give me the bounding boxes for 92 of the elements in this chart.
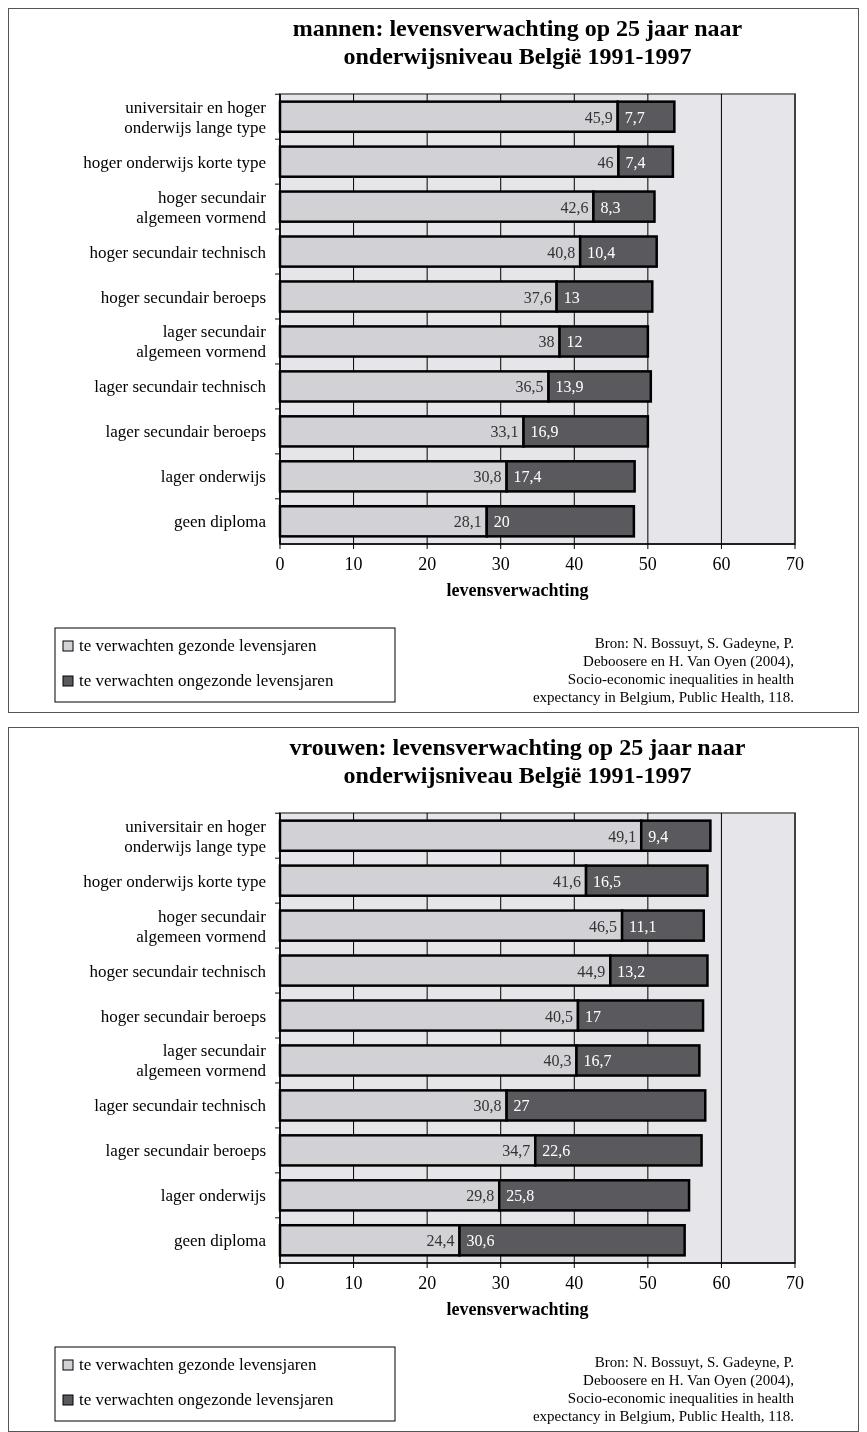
y-tick-label: geen diploma — [173, 1231, 267, 1251]
data-label: 36,5 — [515, 378, 544, 396]
data-label: 40,8 — [547, 243, 576, 261]
x-tick-label: 40 — [565, 1273, 584, 1293]
data-label: 33,1 — [490, 423, 519, 441]
text: Deboosere en H. Van Oyen (2004), — [583, 1372, 794, 1389]
data-label: 12 — [566, 333, 583, 351]
y-tick-label: lager onderwijs — [160, 467, 266, 487]
data-label: 17,4 — [513, 468, 542, 486]
legend-label: te verwachten gezonde levensjaren — [79, 1355, 317, 1374]
data-label: 10,4 — [587, 243, 616, 261]
y-tick-label: universitair en hoger onderwijs lange type — [124, 816, 267, 856]
x-tick-label: 70 — [786, 554, 804, 574]
y-tick-label: universitair en hoger onderwijs lange type — [124, 97, 267, 137]
data-label: 34,7 — [502, 1142, 531, 1160]
data-label: 16,9 — [530, 423, 559, 441]
x-tick-label: 30 — [491, 1273, 510, 1293]
data-label: 8,3 — [600, 198, 621, 216]
y-tick-label: hoger secundair technisch — [89, 961, 267, 981]
data-label: 16,7 — [583, 1052, 612, 1070]
x-tick-label: 60 — [712, 1273, 731, 1293]
x-tick-label: 10 — [344, 1273, 363, 1293]
data-label: 9,4 — [648, 827, 669, 845]
legend-label: te verwachten gezonde levensjaren — [79, 636, 317, 655]
text: Deboosere en H. Van Oyen (2004), — [583, 653, 794, 670]
text: Socio-economic inequalities in health — [567, 1390, 795, 1406]
x-tick-label: 10 — [344, 554, 363, 574]
x-tick-label: 0 — [275, 1273, 285, 1293]
y-tick-label: hoger secundair beroeps — [100, 1006, 266, 1026]
data-label: 28,1 — [453, 513, 482, 531]
data-label: 49,1 — [608, 827, 637, 845]
chart-title: mannen: levensverwachting op 25 jaar naar onderwijsniveau België 1991-1997 — [292, 15, 743, 69]
x-tick-label: 70 — [786, 1273, 804, 1293]
y-tick-label: lager secundair algemeen vormend — [136, 322, 267, 362]
data-label: 46,5 — [589, 917, 618, 935]
x-tick-label: 30 — [491, 554, 510, 574]
y-tick-label: geen diploma — [173, 512, 267, 532]
y-tick-label: lager secundair beroeps — [105, 1141, 266, 1161]
text: expectancy in Belgium, Public Health, 118. — [532, 1408, 794, 1424]
data-label: 13,2 — [617, 962, 646, 980]
data-label: 13,9 — [555, 378, 584, 396]
data-label: 16,5 — [593, 872, 622, 890]
x-tick-label: 50 — [638, 1273, 657, 1293]
data-label: 40,3 — [543, 1052, 572, 1070]
data-label: 37,6 — [523, 288, 552, 306]
y-tick-label: hoger secundair technisch — [89, 242, 267, 262]
y-tick-label: hoger secundair algemeen vormend — [136, 187, 267, 227]
data-label: 30,8 — [473, 1097, 502, 1115]
x-tick-label: 40 — [565, 554, 584, 574]
y-tick-label: lager secundair beroeps — [105, 422, 266, 442]
data-label: 17 — [584, 1007, 601, 1025]
data-label: 11,1 — [629, 917, 657, 935]
data-label: 29,8 — [466, 1187, 495, 1205]
y-tick-label: lager secundair technisch — [94, 377, 267, 397]
x-tick-label: 20 — [418, 1273, 437, 1293]
x-tick-label: 50 — [638, 554, 657, 574]
y-tick-label: lager secundair technisch — [94, 1096, 267, 1116]
data-label: 22,6 — [542, 1142, 571, 1160]
data-label: 41,6 — [553, 872, 582, 890]
text: expectancy in Belgium, Public Health, 118. — [532, 689, 794, 705]
x-tick-label: 0 — [275, 554, 285, 574]
x-tick-label: 20 — [418, 554, 437, 574]
text: Socio-economic inequalities in health — [567, 671, 795, 687]
text: Bron: N. Bossuyt, S. Gadeyne, P. — [594, 635, 794, 651]
data-label: 38 — [538, 333, 555, 351]
data-label: 13 — [563, 288, 580, 306]
text: Bron: N. Bossuyt, S. Gadeyne, P. — [594, 1354, 794, 1370]
y-tick-label: lager onderwijs — [160, 1186, 266, 1206]
data-label: 24,4 — [426, 1232, 455, 1250]
data-label: 20 — [493, 513, 510, 531]
y-tick-label: lager secundair algemeen vormend — [136, 1041, 267, 1081]
data-label: 40,5 — [544, 1007, 573, 1025]
y-tick-label: hoger onderwijs korte type — [83, 152, 266, 172]
data-label: 30,6 — [466, 1232, 495, 1250]
legend-label: te verwachten ongezonde levensjaren — [79, 1390, 334, 1409]
data-label: 25,8 — [506, 1187, 535, 1205]
data-label: 27 — [513, 1097, 530, 1115]
y-tick-label: hoger secundair algemeen vormend — [136, 906, 267, 946]
x-axis-title: levensverwachting — [446, 580, 589, 600]
legend-label: te verwachten ongezonde levensjaren — [79, 671, 334, 690]
y-tick-label: hoger secundair beroeps — [100, 287, 266, 307]
y-tick-label: hoger onderwijs korte type — [83, 871, 266, 891]
data-label: 46 — [597, 153, 614, 171]
data-label: 7,7 — [624, 108, 645, 126]
data-label: 42,6 — [560, 198, 589, 216]
data-label: 30,8 — [473, 468, 502, 486]
chart-title: vrouwen: levensverwachting op 25 jaar naar onderwijsniveau België 1991-1997 — [289, 734, 746, 788]
data-label: 7,4 — [625, 153, 646, 171]
data-label: 45,9 — [584, 108, 613, 126]
data-label: 44,9 — [577, 962, 606, 980]
x-tick-label: 60 — [712, 554, 731, 574]
x-axis-title: levensverwachting — [446, 1299, 589, 1319]
